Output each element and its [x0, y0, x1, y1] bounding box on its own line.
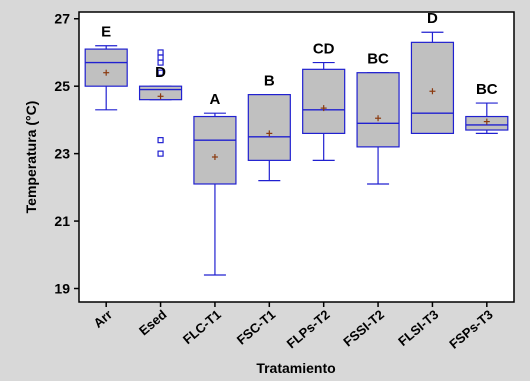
box-fsc-t1: B: [247, 73, 291, 182]
box-iqr: [247, 94, 291, 161]
box-arr: E: [84, 24, 128, 111]
y-tick-label: 21: [54, 213, 70, 229]
box-fssi-t2: BC: [356, 51, 400, 185]
box-iqr: [356, 72, 400, 148]
outlier-point: [157, 150, 164, 157]
x-tick-label: Esed: [136, 307, 169, 339]
box-iqr: [193, 115, 237, 185]
y-axis-title: Temperatura (°C): [23, 101, 39, 214]
y-tick-label: 27: [54, 11, 70, 27]
box-esed: D: [138, 49, 183, 157]
x-tick-label: Arr: [91, 307, 116, 331]
x-tick-label: FLC-T1: [180, 307, 224, 347]
x-tick-label: FSPs-T3: [446, 307, 495, 352]
box-flps-t2: CD: [302, 41, 346, 161]
y-tick-label: 25: [54, 78, 70, 94]
outlier-point: [157, 137, 164, 144]
x-tick-label: FLPs-T2: [284, 307, 333, 351]
group-letter: E: [101, 24, 111, 41]
box-fsps-t3: BC: [465, 81, 509, 134]
y-tick-label: 23: [54, 146, 70, 162]
x-tick-label: FLSI-T3: [395, 307, 441, 349]
box-flsi-t3: D: [410, 10, 455, 134]
group-letter: B: [264, 73, 275, 90]
box-iqr: [302, 68, 346, 134]
group-letter: CD: [313, 41, 335, 58]
y-tick-label: 19: [54, 281, 70, 297]
outlier-point: [157, 69, 164, 76]
y-axis: 19 21 23 25 27: [54, 11, 79, 297]
x-axis: Arr Esed FLC-T1 FSC-T1 FLPs-T2 FSSI-T2 FLSI-T3…: [91, 302, 496, 352]
x-axis-title: Tratamiento: [256, 360, 335, 376]
group-letter: BC: [476, 81, 498, 98]
x-tick-label: FSC-T1: [234, 307, 278, 348]
outlier-point: [157, 49, 164, 56]
box-flc-t1: A: [193, 91, 237, 276]
group-letter: BC: [367, 51, 389, 68]
box-iqr: [410, 41, 455, 134]
box-iqr: [84, 48, 128, 87]
group-letter: D: [427, 10, 438, 27]
group-letter: D: [155, 64, 166, 81]
x-tick-label: FSSI-T2: [340, 307, 387, 350]
group-letter: A: [210, 91, 221, 108]
